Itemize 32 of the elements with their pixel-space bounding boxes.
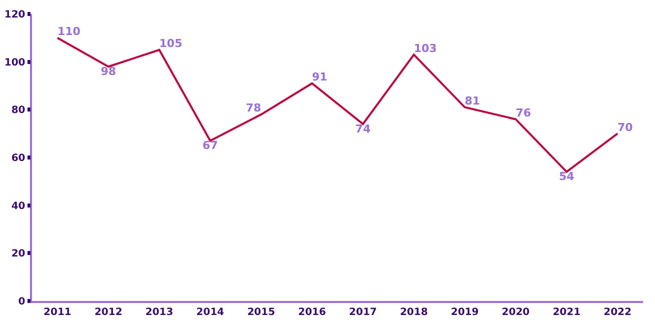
x-tick-label: 2019 bbox=[450, 306, 479, 318]
data-label: 78 bbox=[246, 102, 262, 115]
data-label: 54 bbox=[558, 170, 575, 184]
data-label: 91 bbox=[312, 70, 328, 84]
y-tick-label: 80 bbox=[11, 105, 26, 116]
y-tick-label: 0 bbox=[18, 296, 26, 308]
y-tick-label: 60 bbox=[11, 153, 26, 164]
data-label: 105 bbox=[159, 37, 182, 50]
x-tick-label: 2016 bbox=[298, 306, 326, 318]
y-tick-label: 120 bbox=[4, 10, 26, 20]
y-tick-label: 100 bbox=[4, 57, 26, 68]
x-tick-label: 2012 bbox=[94, 306, 122, 318]
x-tick-label: 2022 bbox=[604, 306, 632, 318]
data-label: 110 bbox=[57, 25, 81, 38]
data-label: 74 bbox=[355, 122, 371, 136]
data-label: 103 bbox=[414, 42, 437, 55]
x-tick-label: 2011 bbox=[44, 306, 72, 318]
x-tick-label: 2021 bbox=[552, 306, 581, 318]
x-tick-label: 2018 bbox=[400, 306, 428, 318]
y-tick-label: 40 bbox=[11, 200, 26, 212]
line-series bbox=[56, 36, 619, 173]
data-label: 81 bbox=[464, 94, 480, 108]
x-tick-label: 2020 bbox=[502, 306, 530, 318]
data-label: 67 bbox=[202, 139, 218, 152]
x-tick-label: 2014 bbox=[196, 306, 224, 318]
data-label: 98 bbox=[100, 64, 116, 78]
x-tick-label: 2013 bbox=[145, 306, 174, 318]
x-tick-label: 2017 bbox=[349, 306, 377, 318]
data-label: 76 bbox=[516, 106, 532, 120]
x-tick-label: 2015 bbox=[247, 306, 276, 318]
data-label: 70 bbox=[618, 120, 634, 134]
y-tick-label: 20 bbox=[11, 248, 26, 260]
